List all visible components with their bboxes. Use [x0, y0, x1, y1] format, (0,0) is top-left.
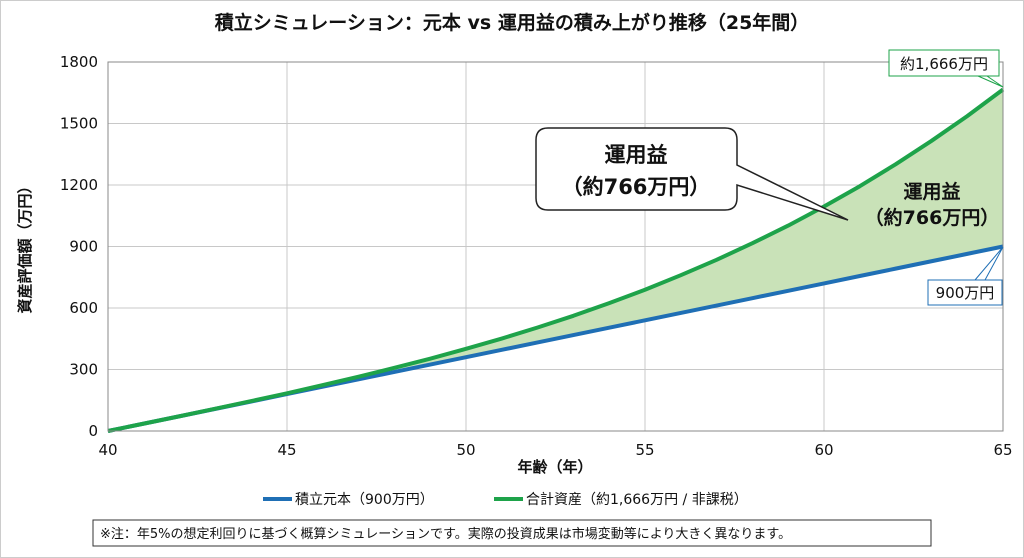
- x-tick-label: 65: [993, 441, 1012, 459]
- y-tick-label: 0: [88, 422, 98, 440]
- legend-total: 合計資産（約1,666万円 / 非課税）: [526, 492, 748, 508]
- end-principal-label: 900万円: [936, 284, 995, 302]
- x-axis-label: 年齢（年）: [517, 458, 592, 476]
- area-label-line1: 運用益: [903, 180, 960, 203]
- y-tick-label: 600: [69, 299, 98, 317]
- callout-line2: （約766万円）: [562, 175, 711, 199]
- plot-border: [107, 61, 1004, 432]
- end-total-box: [888, 49, 1000, 77]
- series-lines: [107, 87, 1005, 433]
- y-tick-label: 300: [69, 361, 98, 379]
- x-tick-label: 40: [98, 441, 117, 459]
- y-tick-label: 1200: [60, 176, 98, 194]
- y-tick-label: 900: [69, 238, 98, 256]
- end-total-label: 約1,666万円: [900, 55, 988, 73]
- callout-line1: 運用益: [605, 143, 668, 167]
- gain-area: [108, 89, 1003, 431]
- y-tick-label: 1800: [60, 53, 98, 71]
- y-tick-label: 1500: [60, 115, 98, 133]
- x-tick-label: 45: [277, 441, 296, 459]
- x-tick-label: 60: [814, 441, 833, 459]
- end-principal-pointer: [974, 246, 1004, 281]
- callout-bubble: [535, 127, 849, 221]
- x-tick-label: 55: [635, 441, 654, 459]
- y-axis-label: 資産評価額（万円）: [16, 178, 34, 313]
- series-line-total: [107, 87, 1005, 433]
- chart-title: 積立シミュレーション：元本 vs 運用益の積み上がり推移（25年間）: [215, 11, 810, 34]
- legend-principal: 積立元本（900万円）: [295, 492, 434, 508]
- note-text: ※注：年5%の想定利回りに基づく概算シミュレーションです。実際の投資成果は市場変…: [100, 526, 791, 542]
- end-principal-box: [927, 279, 1003, 306]
- x-tick-label: 50: [456, 441, 475, 459]
- note-box: [92, 519, 932, 547]
- end-total-pointer: [977, 75, 1004, 88]
- area-label-line2: （約766万円）: [865, 206, 1000, 229]
